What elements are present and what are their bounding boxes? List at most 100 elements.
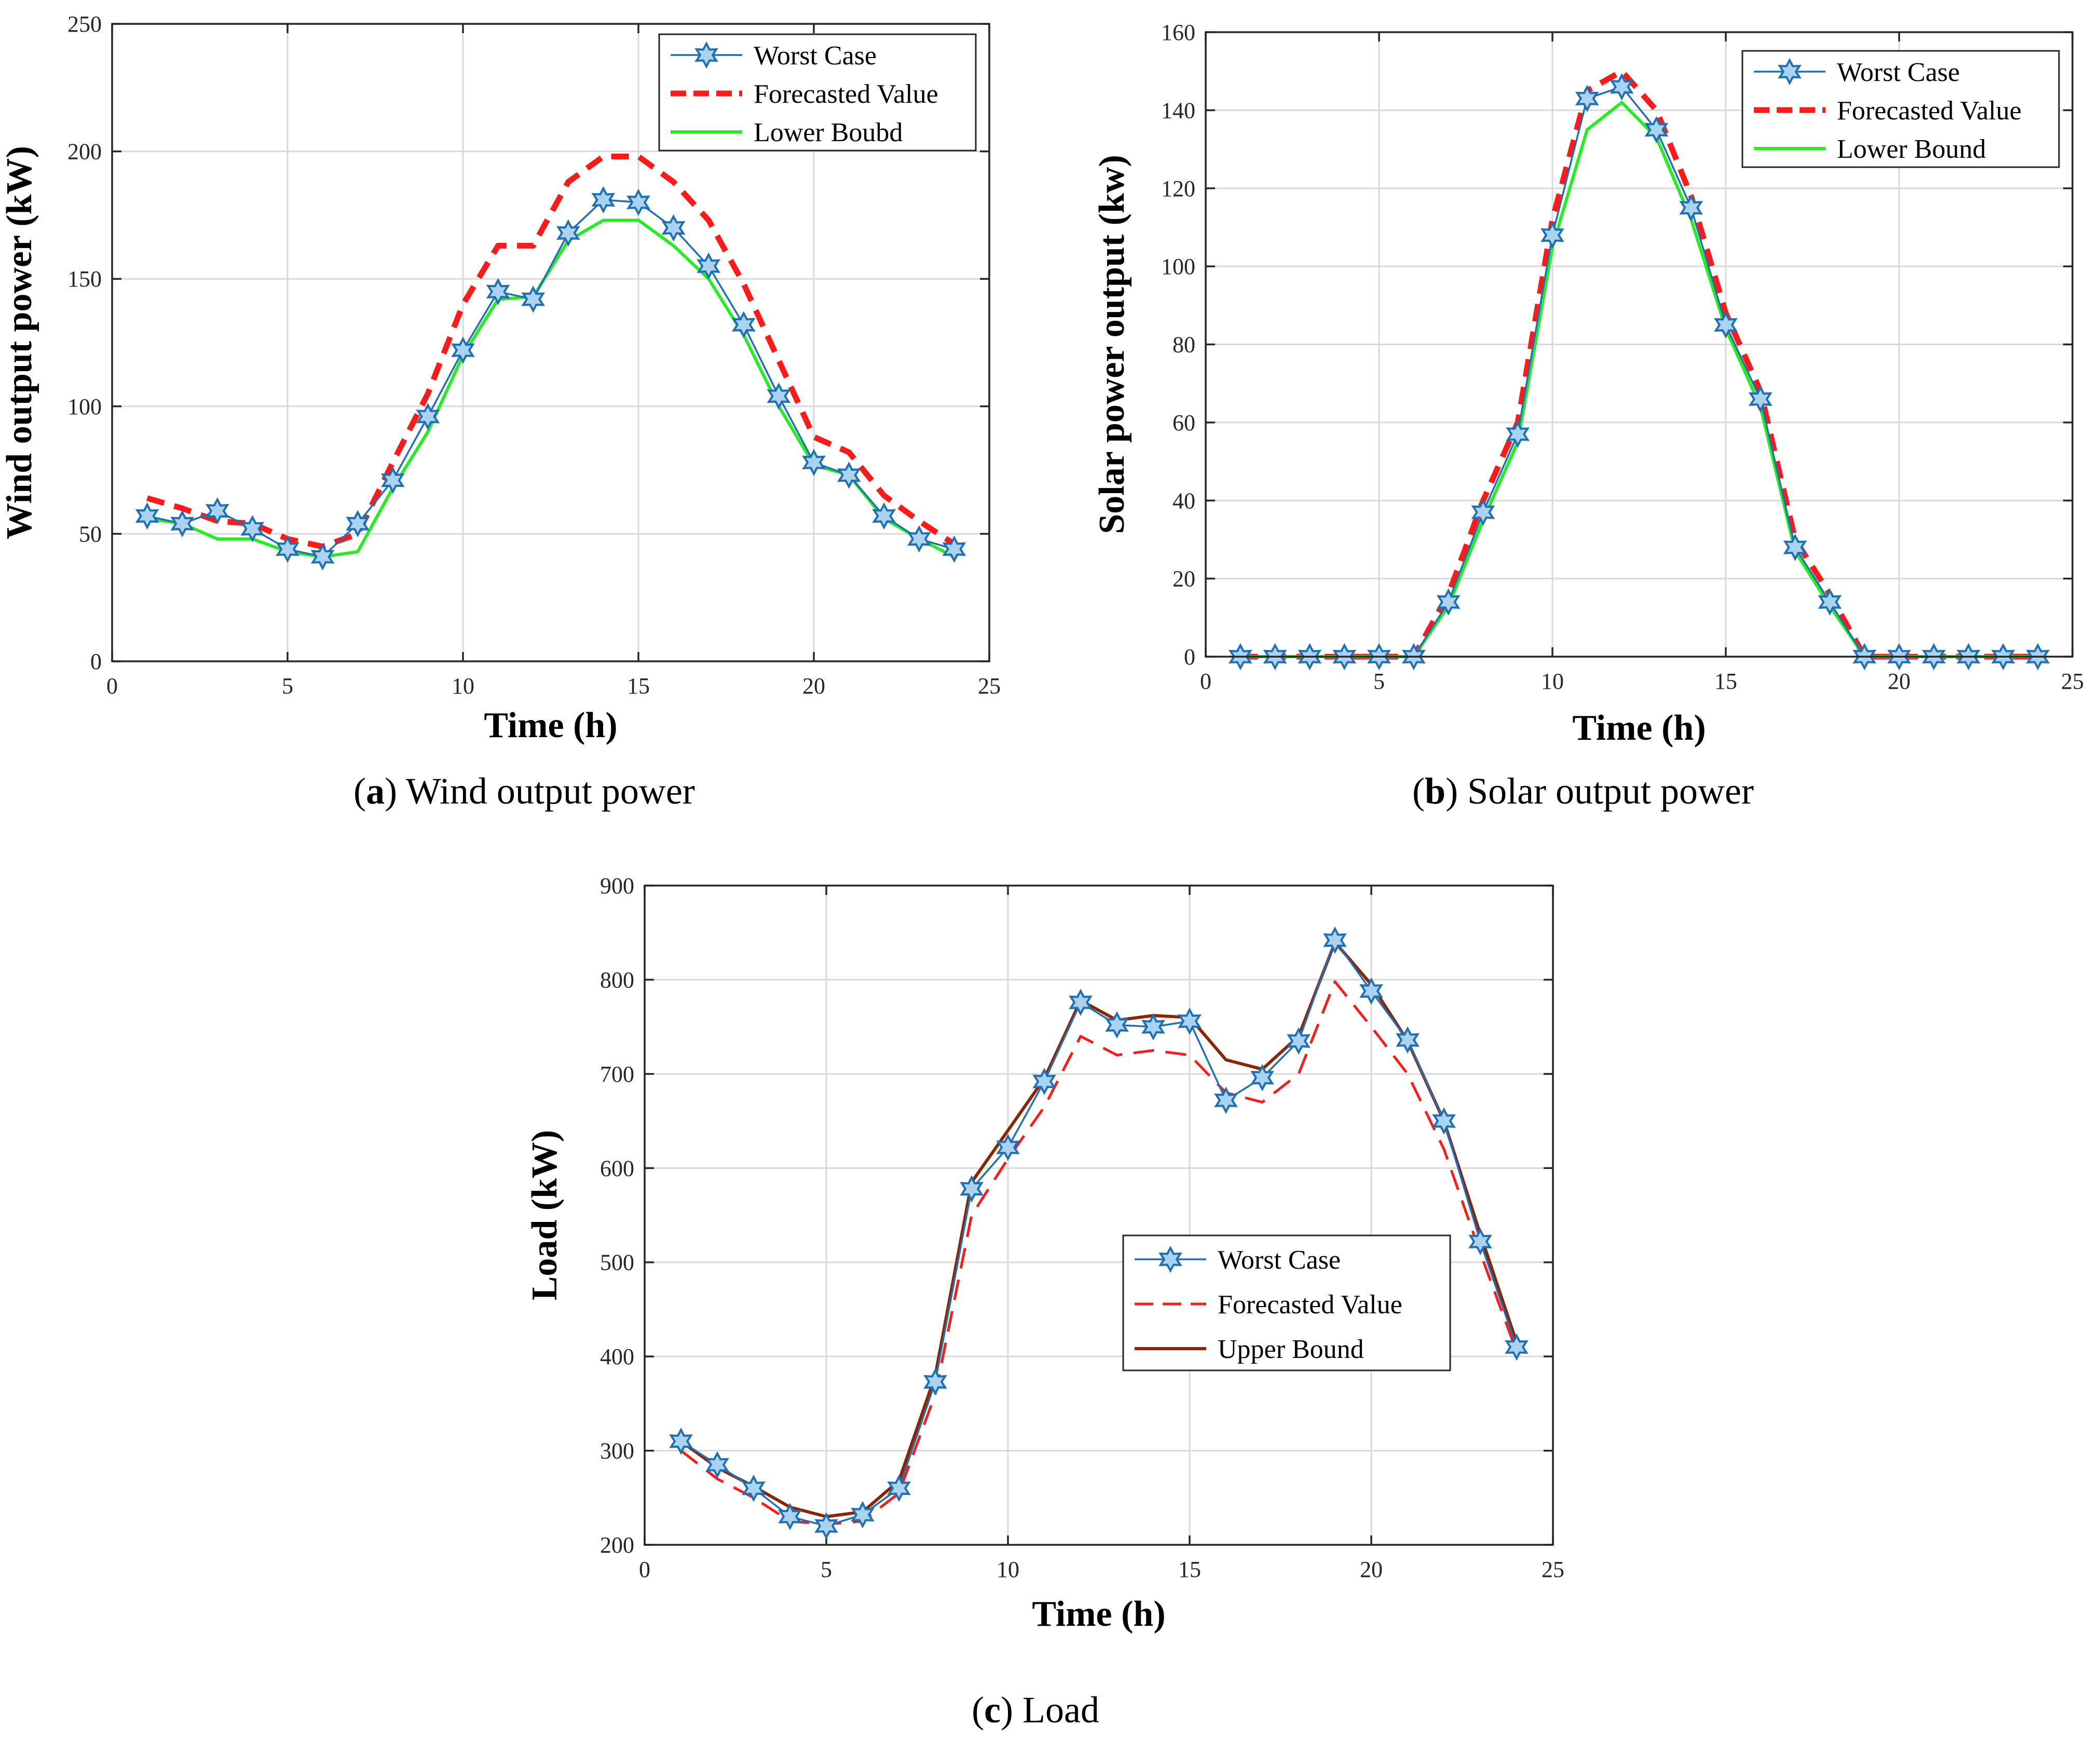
- data-point-star: [240, 515, 265, 542]
- plot-frame: [111, 23, 990, 662]
- y-tick-label: 150: [67, 266, 102, 292]
- data-point-star: [1714, 311, 1738, 339]
- data-point-star: [705, 1451, 729, 1479]
- y-tick-label: 250: [67, 11, 102, 37]
- legend-label: Worst Case: [754, 41, 877, 71]
- data-point-star: [1178, 1008, 1202, 1035]
- data-point-star: [1783, 534, 1807, 561]
- data-point-star: [1540, 221, 1564, 249]
- y-tick-label: 100: [1161, 254, 1195, 279]
- legend: Worst Case Forecasted Value Lower Boubd: [658, 33, 977, 152]
- legend-label: Worst Case: [1218, 1245, 1341, 1275]
- data-point-star: [1575, 85, 1599, 113]
- data-point-star: [907, 525, 931, 553]
- data-point-star: [310, 543, 335, 570]
- x-axis-label: Time (h): [484, 705, 617, 745]
- x-tick-label: 10: [997, 1557, 1019, 1582]
- x-tick-label: 25: [1542, 1557, 1564, 1582]
- data-point-star: [1644, 116, 1669, 144]
- plot-frame: [1205, 31, 2074, 658]
- legend-star-marker: [1778, 58, 1802, 86]
- legend-star-marker: [694, 41, 718, 69]
- y-tick-label: 400: [600, 1344, 634, 1369]
- data-point-star: [837, 461, 861, 489]
- data-point-star: [661, 214, 686, 242]
- data-point-star: [205, 497, 229, 525]
- y-tick-label: 600: [600, 1156, 634, 1181]
- legend-label: Upper Bound: [1218, 1335, 1364, 1364]
- data-point-star: [1214, 1086, 1238, 1114]
- data-point-star: [1069, 988, 1093, 1016]
- data-point-star: [486, 278, 510, 306]
- x-tick-label: 15: [1714, 669, 1737, 694]
- y-tick-label: 80: [1172, 332, 1195, 358]
- data-point-star: [276, 535, 299, 563]
- series-line-forecasted-value: [680, 980, 1518, 1526]
- data-point-star: [1250, 1064, 1274, 1092]
- data-point-star: [669, 1428, 693, 1455]
- legend: Worst Case Forecasted Value Upper Bound: [1122, 1234, 1451, 1371]
- y-axis-label: Load (kW): [525, 1130, 565, 1301]
- data-point-star: [1105, 1011, 1129, 1039]
- y-tick-label: 100: [67, 394, 102, 419]
- data-point-star: [135, 502, 159, 530]
- x-tick-label: 25: [2061, 669, 2084, 694]
- data-point-star: [1323, 926, 1347, 954]
- chart-panel-solar: 0 5 10 15 20 25 0 20 40 60 80 100 120 140 160 Time (h) S…: [1092, 20, 2084, 748]
- data-point-star: [960, 1175, 984, 1203]
- x-tick-label: 5: [1373, 669, 1385, 694]
- x-tick-label: 15: [627, 673, 650, 699]
- data-point-star: [416, 403, 440, 430]
- data-point-star: [451, 336, 475, 364]
- data-point-star: [346, 510, 370, 538]
- y-axis-label: Solar power output (kw): [1092, 155, 1132, 534]
- y-tick-label: 0: [1184, 644, 1195, 670]
- legend-label: Lower Boubd: [754, 118, 903, 147]
- caption-c: (c) Load: [972, 1689, 1099, 1731]
- data-point-star: [1818, 588, 1842, 616]
- data-point-star: [1141, 1013, 1165, 1041]
- data-point-star: [767, 382, 791, 410]
- x-axis-label: Time (h): [1032, 1594, 1165, 1634]
- y-tick-label: 140: [1161, 98, 1195, 123]
- data-point-star: [887, 1474, 911, 1502]
- x-tick-label: 0: [639, 1557, 650, 1582]
- x-tick-label: 10: [452, 673, 474, 699]
- y-tick-label: 40: [1172, 488, 1195, 513]
- data-point-star: [942, 535, 966, 563]
- y-tick-label: 500: [600, 1250, 634, 1275]
- plot-frame: [644, 885, 1554, 1546]
- x-tick-label: 20: [802, 673, 825, 699]
- data-point-star: [1610, 73, 1634, 101]
- legend-label: Forecasted Value: [1218, 1290, 1402, 1320]
- y-tick-label: 20: [1172, 566, 1195, 592]
- y-tick-label: 60: [1172, 410, 1195, 436]
- data-point-star: [1032, 1068, 1056, 1095]
- data-point-star: [1468, 1228, 1492, 1256]
- data-point-star: [814, 1512, 838, 1540]
- y-tick-label: 700: [600, 1062, 634, 1087]
- y-tick-label: 200: [67, 139, 102, 165]
- data-point-star: [1436, 588, 1461, 616]
- plot-area: [645, 886, 1553, 1545]
- data-point-star: [556, 219, 580, 247]
- data-point-star: [591, 186, 616, 214]
- x-tick-label: 5: [282, 673, 293, 699]
- series-line-forecasted-value: [146, 153, 956, 550]
- data-point-star: [1505, 1333, 1529, 1361]
- data-point-star: [851, 1501, 875, 1529]
- y-tick-label: 0: [90, 649, 102, 674]
- data-point-star: [1396, 1026, 1420, 1054]
- data-point-star: [1359, 977, 1383, 1005]
- data-point-star: [1287, 1027, 1311, 1055]
- data-point-star: [923, 1368, 947, 1396]
- data-point-star: [872, 502, 896, 530]
- x-tick-label: 5: [821, 1557, 832, 1582]
- chart-panel-load: 0 5 10 15 20 25 200 300 400 500 600 700 800 900 Time (…: [525, 873, 1564, 1634]
- caption-b: (b) Solar output power: [1412, 770, 1754, 812]
- x-tick-label: 10: [1541, 669, 1564, 694]
- data-point-star: [1471, 498, 1495, 526]
- x-tick-label: 15: [1178, 1557, 1201, 1582]
- x-tick-label: 0: [1200, 669, 1211, 694]
